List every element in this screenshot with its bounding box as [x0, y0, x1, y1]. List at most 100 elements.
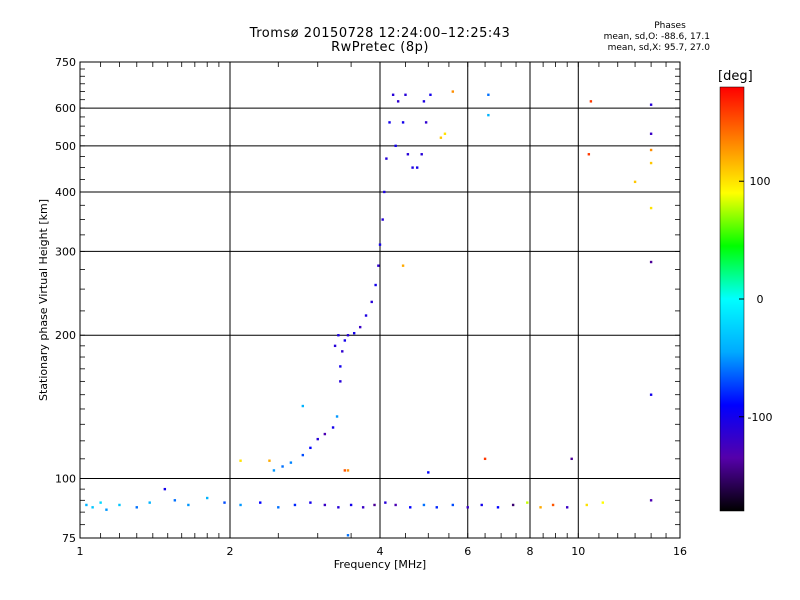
x-tick-label: 6	[464, 545, 471, 558]
data-point	[301, 404, 305, 408]
data-point	[383, 190, 386, 194]
data-point	[394, 503, 397, 507]
y-axis-label: Stationary phase Virtual Height [km]	[37, 199, 50, 401]
data-point	[187, 503, 190, 507]
data-point	[649, 499, 653, 502]
data-point	[585, 503, 588, 507]
data-point	[422, 100, 426, 103]
data-point	[352, 331, 356, 335]
data-point	[323, 432, 327, 436]
x-tick-label: 8	[527, 545, 534, 558]
data-point	[404, 93, 407, 96]
data-point	[551, 503, 555, 507]
data-point	[496, 506, 500, 509]
data-point	[316, 437, 319, 441]
data-point	[173, 499, 177, 502]
y-axis: 75 100 200 300 400 500 600 750	[55, 56, 680, 545]
data-point	[396, 100, 400, 103]
data-point	[487, 113, 490, 117]
y-tick-label: 100	[55, 473, 76, 486]
data-point	[293, 503, 297, 507]
phase-stats: Phases mean, sd,O: -88.6, 17.1 mean, sd,…	[590, 21, 710, 54]
data-point	[349, 503, 353, 507]
data-point	[483, 457, 487, 461]
data-point	[526, 501, 529, 504]
data-point	[331, 426, 335, 429]
data-point	[435, 506, 438, 509]
colorbar-tick-label: -100	[748, 411, 773, 424]
data-point	[337, 334, 340, 337]
data-point	[205, 496, 209, 500]
data-point	[633, 180, 637, 184]
data-point	[439, 136, 443, 139]
data-point	[289, 461, 293, 464]
data-point	[358, 325, 362, 329]
data-point	[337, 506, 340, 509]
data-point	[601, 501, 605, 504]
data-point	[649, 393, 653, 396]
data-point	[480, 503, 483, 507]
data-point	[587, 153, 591, 156]
data-point	[239, 459, 242, 462]
y-tick-label: 75	[62, 532, 76, 545]
data-point	[343, 339, 347, 342]
data-point	[424, 121, 428, 124]
phase-stats-x: mean, sd,X: 95.7, 27.0	[607, 43, 710, 53]
data-point	[91, 506, 94, 509]
data-point	[339, 380, 342, 383]
data-point	[335, 415, 339, 418]
data-point	[163, 487, 167, 491]
data-point	[333, 344, 337, 348]
data-point	[451, 503, 455, 507]
data-point	[118, 503, 121, 507]
data-point	[406, 153, 410, 156]
chart-subtitle: RwPretec (8p)	[331, 40, 429, 55]
data-point	[565, 506, 569, 509]
data-point	[85, 503, 88, 507]
data-point	[385, 157, 388, 160]
data-point	[378, 243, 382, 246]
data-point	[420, 153, 423, 156]
data-point	[487, 93, 490, 96]
phase-stats-title: Phases	[654, 21, 686, 31]
data-point	[409, 506, 412, 509]
x-tick-label: 2	[227, 545, 234, 558]
data-point	[268, 459, 271, 462]
data-point	[411, 166, 414, 169]
data-point	[343, 469, 347, 472]
data-point	[649, 132, 653, 135]
data-point	[309, 446, 312, 450]
data-point	[341, 350, 344, 353]
data-point	[649, 161, 653, 165]
y-tick-label: 200	[55, 329, 76, 342]
data-point	[401, 121, 405, 124]
data-point	[649, 103, 653, 106]
data-point	[272, 469, 276, 472]
data-point	[105, 508, 108, 511]
data-point	[277, 506, 280, 509]
data-point	[239, 503, 242, 507]
chart-title: Tromsø 20150728 12:24:00–12:25:43	[249, 26, 511, 41]
data-point	[346, 534, 350, 537]
data-point	[415, 166, 419, 169]
data-point	[649, 148, 653, 152]
data-point	[427, 471, 430, 474]
data-point	[346, 469, 350, 472]
data-point	[511, 503, 515, 507]
y-tick-label: 400	[55, 186, 76, 199]
y-tick-label: 300	[55, 245, 76, 258]
data-point	[281, 465, 284, 468]
data-point	[422, 503, 426, 507]
data-point	[259, 501, 262, 504]
data-point	[388, 121, 391, 124]
data-point	[391, 93, 395, 96]
x-tick-label: 1	[77, 545, 84, 558]
x-tick-label: 10	[571, 545, 585, 558]
data-point	[451, 90, 455, 93]
data-point	[370, 300, 373, 304]
data-point	[99, 501, 102, 504]
data-point	[649, 206, 653, 210]
colorbar-ticks: 100 0 -100	[739, 175, 772, 424]
data-point	[323, 503, 327, 507]
